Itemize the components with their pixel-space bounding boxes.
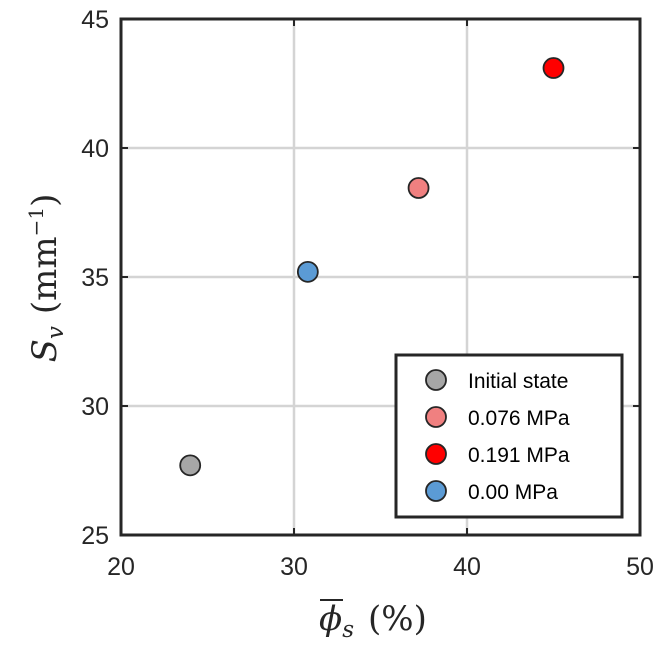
tick-labels: 20 30 40 50 25 30 35 40 45: [81, 6, 654, 581]
x-tick-label: 50: [626, 553, 654, 581]
data-point: [296, 260, 319, 283]
data-points: [179, 57, 565, 477]
legend: Initial state 0.076 MPa 0.191 MPa 0.00 MPa: [394, 353, 624, 519]
y-tick-label: 40: [81, 135, 109, 163]
y-tick-label: 45: [81, 6, 109, 34]
y-axis-label-unit-close: ): [25, 194, 65, 207]
legend-label: 0.00 MPa: [468, 481, 558, 504]
legend-marker: [425, 443, 447, 465]
y-axis-label-subscript: v: [43, 326, 69, 339]
data-point: [542, 57, 565, 79]
y-tick-label: 35: [81, 264, 109, 292]
y-tick-label: 25: [81, 522, 109, 550]
svg-text:Sv(mm−1): Sv (mm−1): [24, 194, 69, 363]
legend-label: Initial state: [468, 370, 568, 393]
x-axis-label-subscript: s: [342, 617, 354, 643]
x-axis-label-unit: (%): [368, 599, 427, 639]
legend-marker: [425, 369, 447, 391]
x-tick-label: 30: [280, 553, 308, 581]
x-tick-label: 20: [107, 553, 135, 581]
y-axis-label: Sv (mm−1): [24, 194, 69, 363]
x-tick-label: 40: [453, 553, 481, 581]
svg-text:ϕs(%): ϕs (%): [319, 599, 427, 643]
y-tick-label: 30: [81, 393, 109, 421]
x-axis-label-symbol: ϕ: [319, 599, 342, 639]
y-axis-label-unit-base: (mm: [25, 236, 65, 314]
plot-frame: [119, 17, 642, 537]
x-axis-label: ϕs (%): [319, 599, 427, 643]
legend-label: 0.191 MPa: [468, 444, 570, 467]
legend-marker: [425, 406, 447, 428]
data-point: [179, 454, 202, 477]
y-axis-label-symbol: S: [25, 339, 65, 362]
legend-label: 0.076 MPa: [468, 407, 570, 430]
legend-marker: [425, 480, 447, 502]
y-axis-label-unit-exp: −1: [24, 207, 48, 236]
data-point: [407, 177, 430, 199]
